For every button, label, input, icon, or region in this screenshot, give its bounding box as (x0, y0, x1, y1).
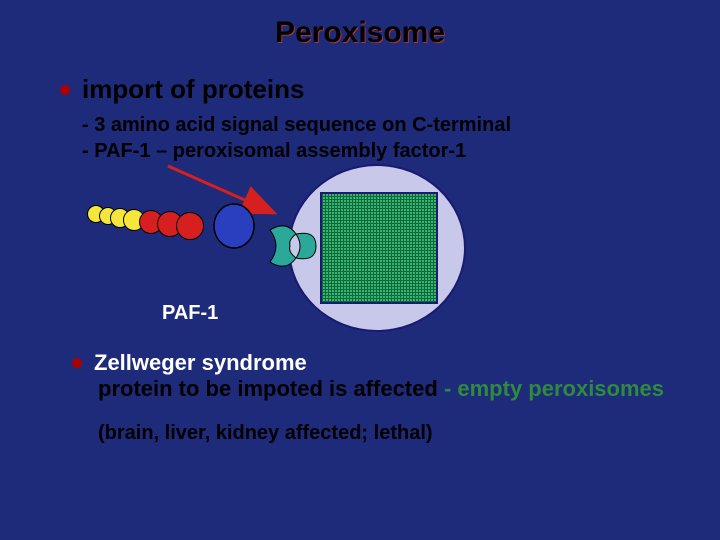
paf1-label: PAF-1 (162, 302, 218, 325)
peptide-residue-icon (176, 212, 204, 240)
import-arrow-icon (0, 164, 720, 344)
zellweger-section: Zellweger syndrome protein to be impoted… (0, 344, 720, 445)
zellweger-text: Zellweger syndrome (94, 350, 307, 376)
bullet-icon (72, 358, 82, 368)
bullet-icon (60, 85, 70, 95)
sub-line-2: - PAF-1 – peroxisomal assembly factor-1 (82, 139, 720, 165)
page-title: Peroxisome (0, 0, 720, 50)
blue-cargo-icon (212, 202, 262, 252)
protein-affected-text: protein to be impoted is affected (98, 376, 438, 401)
protein-affected-line: protein to be impoted is affected - empt… (0, 376, 720, 402)
empty-peroxisomes-text: - empty peroxisomes (444, 376, 664, 401)
heading-zellweger: Zellweger syndrome (0, 350, 720, 376)
sub-line-1: - 3 amino acid signal sequence on C-term… (82, 113, 720, 139)
organs-affected-text: (brain, liver, kidney affected; lethal) (0, 402, 720, 445)
sub-lines: - 3 amino acid signal sequence on C-term… (0, 105, 720, 164)
heading-import: import of proteins (0, 50, 720, 105)
heading-import-text: import of proteins (82, 74, 304, 105)
import-diagram: PAF-1 (0, 164, 720, 344)
